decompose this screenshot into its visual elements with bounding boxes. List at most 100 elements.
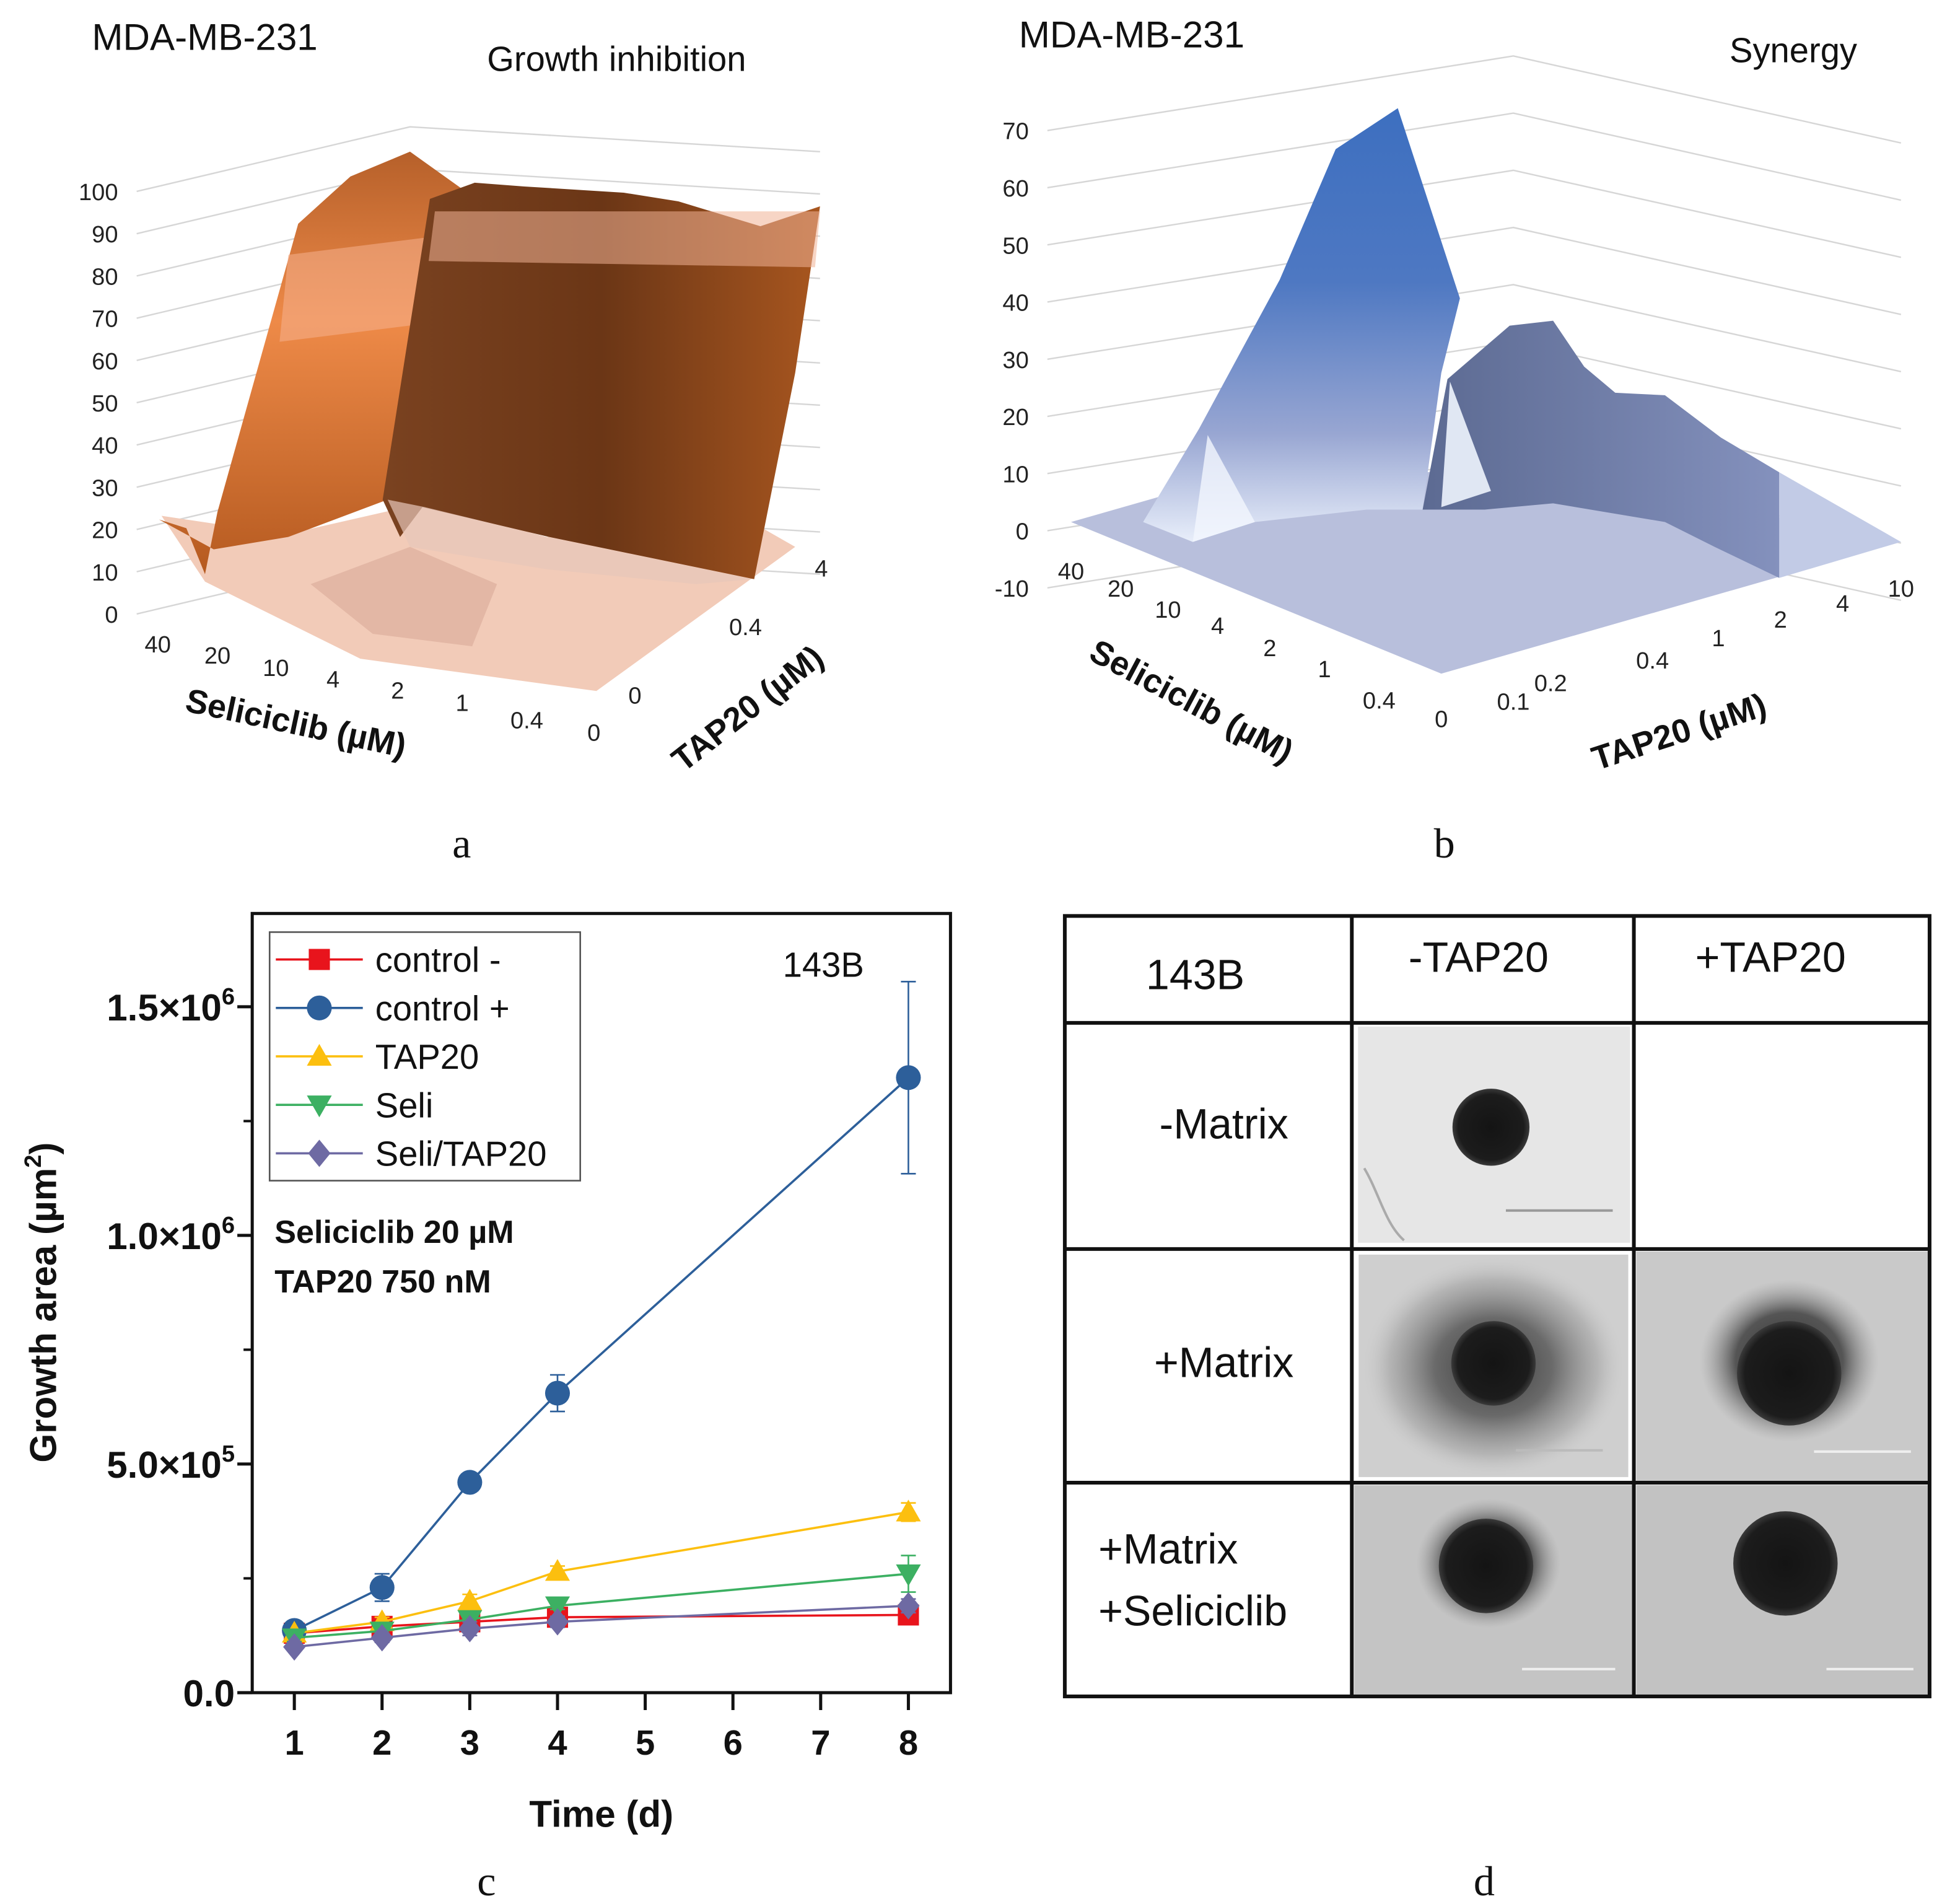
image-matrix-no-tap20 xyxy=(1355,1250,1632,1481)
table-grid xyxy=(1062,914,1931,1698)
panel-a-seliciclib-ticks: 40 20 10 4 2 1 0.4 0 xyxy=(145,632,601,746)
panel-c-growth-chart: 1 2 3 4 5 6 7 8 0.0 5.0×105 1.0×106 1.5×106 control… xyxy=(20,911,952,1904)
panel-c-annotation-seliciclib: Seliciclib 20 µM xyxy=(274,1214,514,1250)
z-tick-label: 10 xyxy=(92,560,118,586)
tap20-tick-label: 1 xyxy=(1712,626,1725,652)
seliciclib-tick-label: 4 xyxy=(326,667,339,693)
panel-c-legend: control - control + TAP20 Seli Seli/TAP20 xyxy=(268,931,581,1182)
tap20-tick-label: 2 xyxy=(1774,607,1787,633)
seliciclib-tick-label: 10 xyxy=(263,656,289,682)
z-tick-label: -10 xyxy=(995,576,1029,602)
z-tick-label: 20 xyxy=(1002,405,1028,431)
panel-a-front-fold xyxy=(387,499,753,584)
panel-b-peak xyxy=(1143,108,1460,542)
seliciclib-tick-label: 4 xyxy=(1211,613,1224,639)
panel-a-subtitle: Growth inhibition xyxy=(487,39,746,78)
seliciclib-tick-label: 2 xyxy=(1263,636,1276,662)
gridline xyxy=(1047,169,1902,258)
z-tick-label: 80 xyxy=(92,264,118,290)
panel-c-y-axis-label: Growth area (µm2) xyxy=(20,1143,64,1463)
tap20-tick-label: 4 xyxy=(815,556,828,582)
panel-a-floor-shade xyxy=(310,546,497,647)
seliciclib-tick-label: 20 xyxy=(1108,576,1134,602)
y-tick-label: 1.5×106 xyxy=(107,984,235,1029)
table-row-header-no-matrix: -Matrix xyxy=(1160,1100,1288,1147)
series-seli-tap20 xyxy=(283,1592,920,1661)
z-tick-label: 50 xyxy=(92,391,118,417)
data-point xyxy=(896,1499,921,1522)
x-tick-label: 1 xyxy=(285,1723,304,1762)
z-tick-label: 0 xyxy=(1016,519,1029,545)
z-tick-label: 50 xyxy=(1002,233,1028,259)
panel-b-second-ridge xyxy=(1422,320,1780,578)
legend-marker xyxy=(307,1043,332,1066)
image-no-matrix-plus-tap20-empty xyxy=(1637,1026,1926,1245)
image-matrix-plus-tap20 xyxy=(1636,1251,1930,1481)
panel-b-tap20-ticks: 0.10.2 0.4 1 2 4 10 xyxy=(1497,576,1914,716)
data-point xyxy=(545,1380,571,1406)
z-tick-label: 10 xyxy=(1002,462,1028,488)
panel-c-series xyxy=(282,980,921,1661)
panel-b-second-ridge-light-face xyxy=(1441,381,1491,507)
data-point xyxy=(545,1559,571,1581)
seliciclib-tick-label: 0.4 xyxy=(1363,688,1396,714)
tap20-tick-label: 0.2 xyxy=(1534,670,1567,696)
seliciclib-tick-label: 10 xyxy=(1155,597,1181,623)
y-tick-label: 5.0×105 xyxy=(107,1441,235,1486)
seliciclib-tick-label: 20 xyxy=(204,643,230,669)
x-tick-label: 2 xyxy=(372,1723,391,1762)
tap20-tick-label: 0.4 xyxy=(729,615,762,641)
data-point xyxy=(896,1065,921,1090)
table-row-header-matrix: +Matrix xyxy=(1154,1339,1293,1386)
seliciclib-tick-label: 0 xyxy=(587,721,600,747)
tap20-tick-label: 10 xyxy=(1888,576,1914,602)
z-tick-label: 30 xyxy=(92,475,118,501)
data-point xyxy=(283,1633,306,1661)
x-tick-label: 6 xyxy=(724,1723,743,1762)
tap20-tick-label: 0 xyxy=(628,683,641,709)
series-tap20 xyxy=(282,1499,921,1643)
gridline xyxy=(1047,112,1902,201)
z-tick-label: 30 xyxy=(1002,348,1028,374)
tap20-tick-label: 4 xyxy=(1836,591,1849,617)
panel-c-plot-frame xyxy=(250,911,952,1695)
data-point xyxy=(545,1596,571,1618)
x-tick-label: 7 xyxy=(811,1723,830,1762)
gridline xyxy=(1047,284,1902,372)
z-tick-label: 40 xyxy=(92,433,118,459)
data-point xyxy=(369,1575,395,1600)
panel-a-title: MDA-MB-231 xyxy=(92,16,317,58)
panel-a-right-block xyxy=(382,182,820,579)
legend-marker xyxy=(307,1095,332,1118)
table-row-header-matrix-line1: +Matrix xyxy=(1098,1525,1238,1573)
seliciclib-tick-label: 2 xyxy=(391,678,404,704)
panel-a-tap20-axis-label: TAP20 (µM) xyxy=(665,638,831,779)
panel-b-subtitle: Synergy xyxy=(1730,30,1857,69)
tap20-tick-label: 0.4 xyxy=(1636,648,1669,674)
z-tick-label: 40 xyxy=(1002,291,1028,317)
seliciclib-tick-label: 1 xyxy=(456,690,469,716)
legend-entry: TAP20 xyxy=(276,1037,479,1076)
table-row-header-seliciclib-line2: +Seliciclib xyxy=(1098,1588,1287,1635)
legend-entry: control - xyxy=(276,941,501,980)
z-tick-label: 70 xyxy=(1002,119,1028,145)
z-tick-label: 60 xyxy=(92,349,118,375)
z-tick-label: 0 xyxy=(105,602,118,628)
legend-entry: control + xyxy=(276,989,510,1028)
legend-marker xyxy=(307,995,332,1020)
z-tick-label: 90 xyxy=(92,222,118,248)
x-tick-label: 5 xyxy=(636,1723,655,1762)
seliciclib-tick-label: 0 xyxy=(1435,706,1448,732)
data-point xyxy=(457,1470,483,1495)
legend-label: control - xyxy=(375,941,501,980)
tap20-tick-label: 0.1 xyxy=(1497,689,1530,715)
panel-a-tap20-ticks: 00.44 xyxy=(628,556,828,709)
legend-label: Seli/TAP20 xyxy=(375,1134,547,1173)
panel-d-spheroid-table: 143B -TAP20 +TAP20 -Matrix +Matrix +Matr… xyxy=(1062,914,1931,1904)
legend-label: TAP20 xyxy=(375,1037,479,1076)
x-tick-label: 3 xyxy=(460,1723,479,1762)
image-matrix-seliciclib-no-tap20 xyxy=(1354,1485,1633,1696)
